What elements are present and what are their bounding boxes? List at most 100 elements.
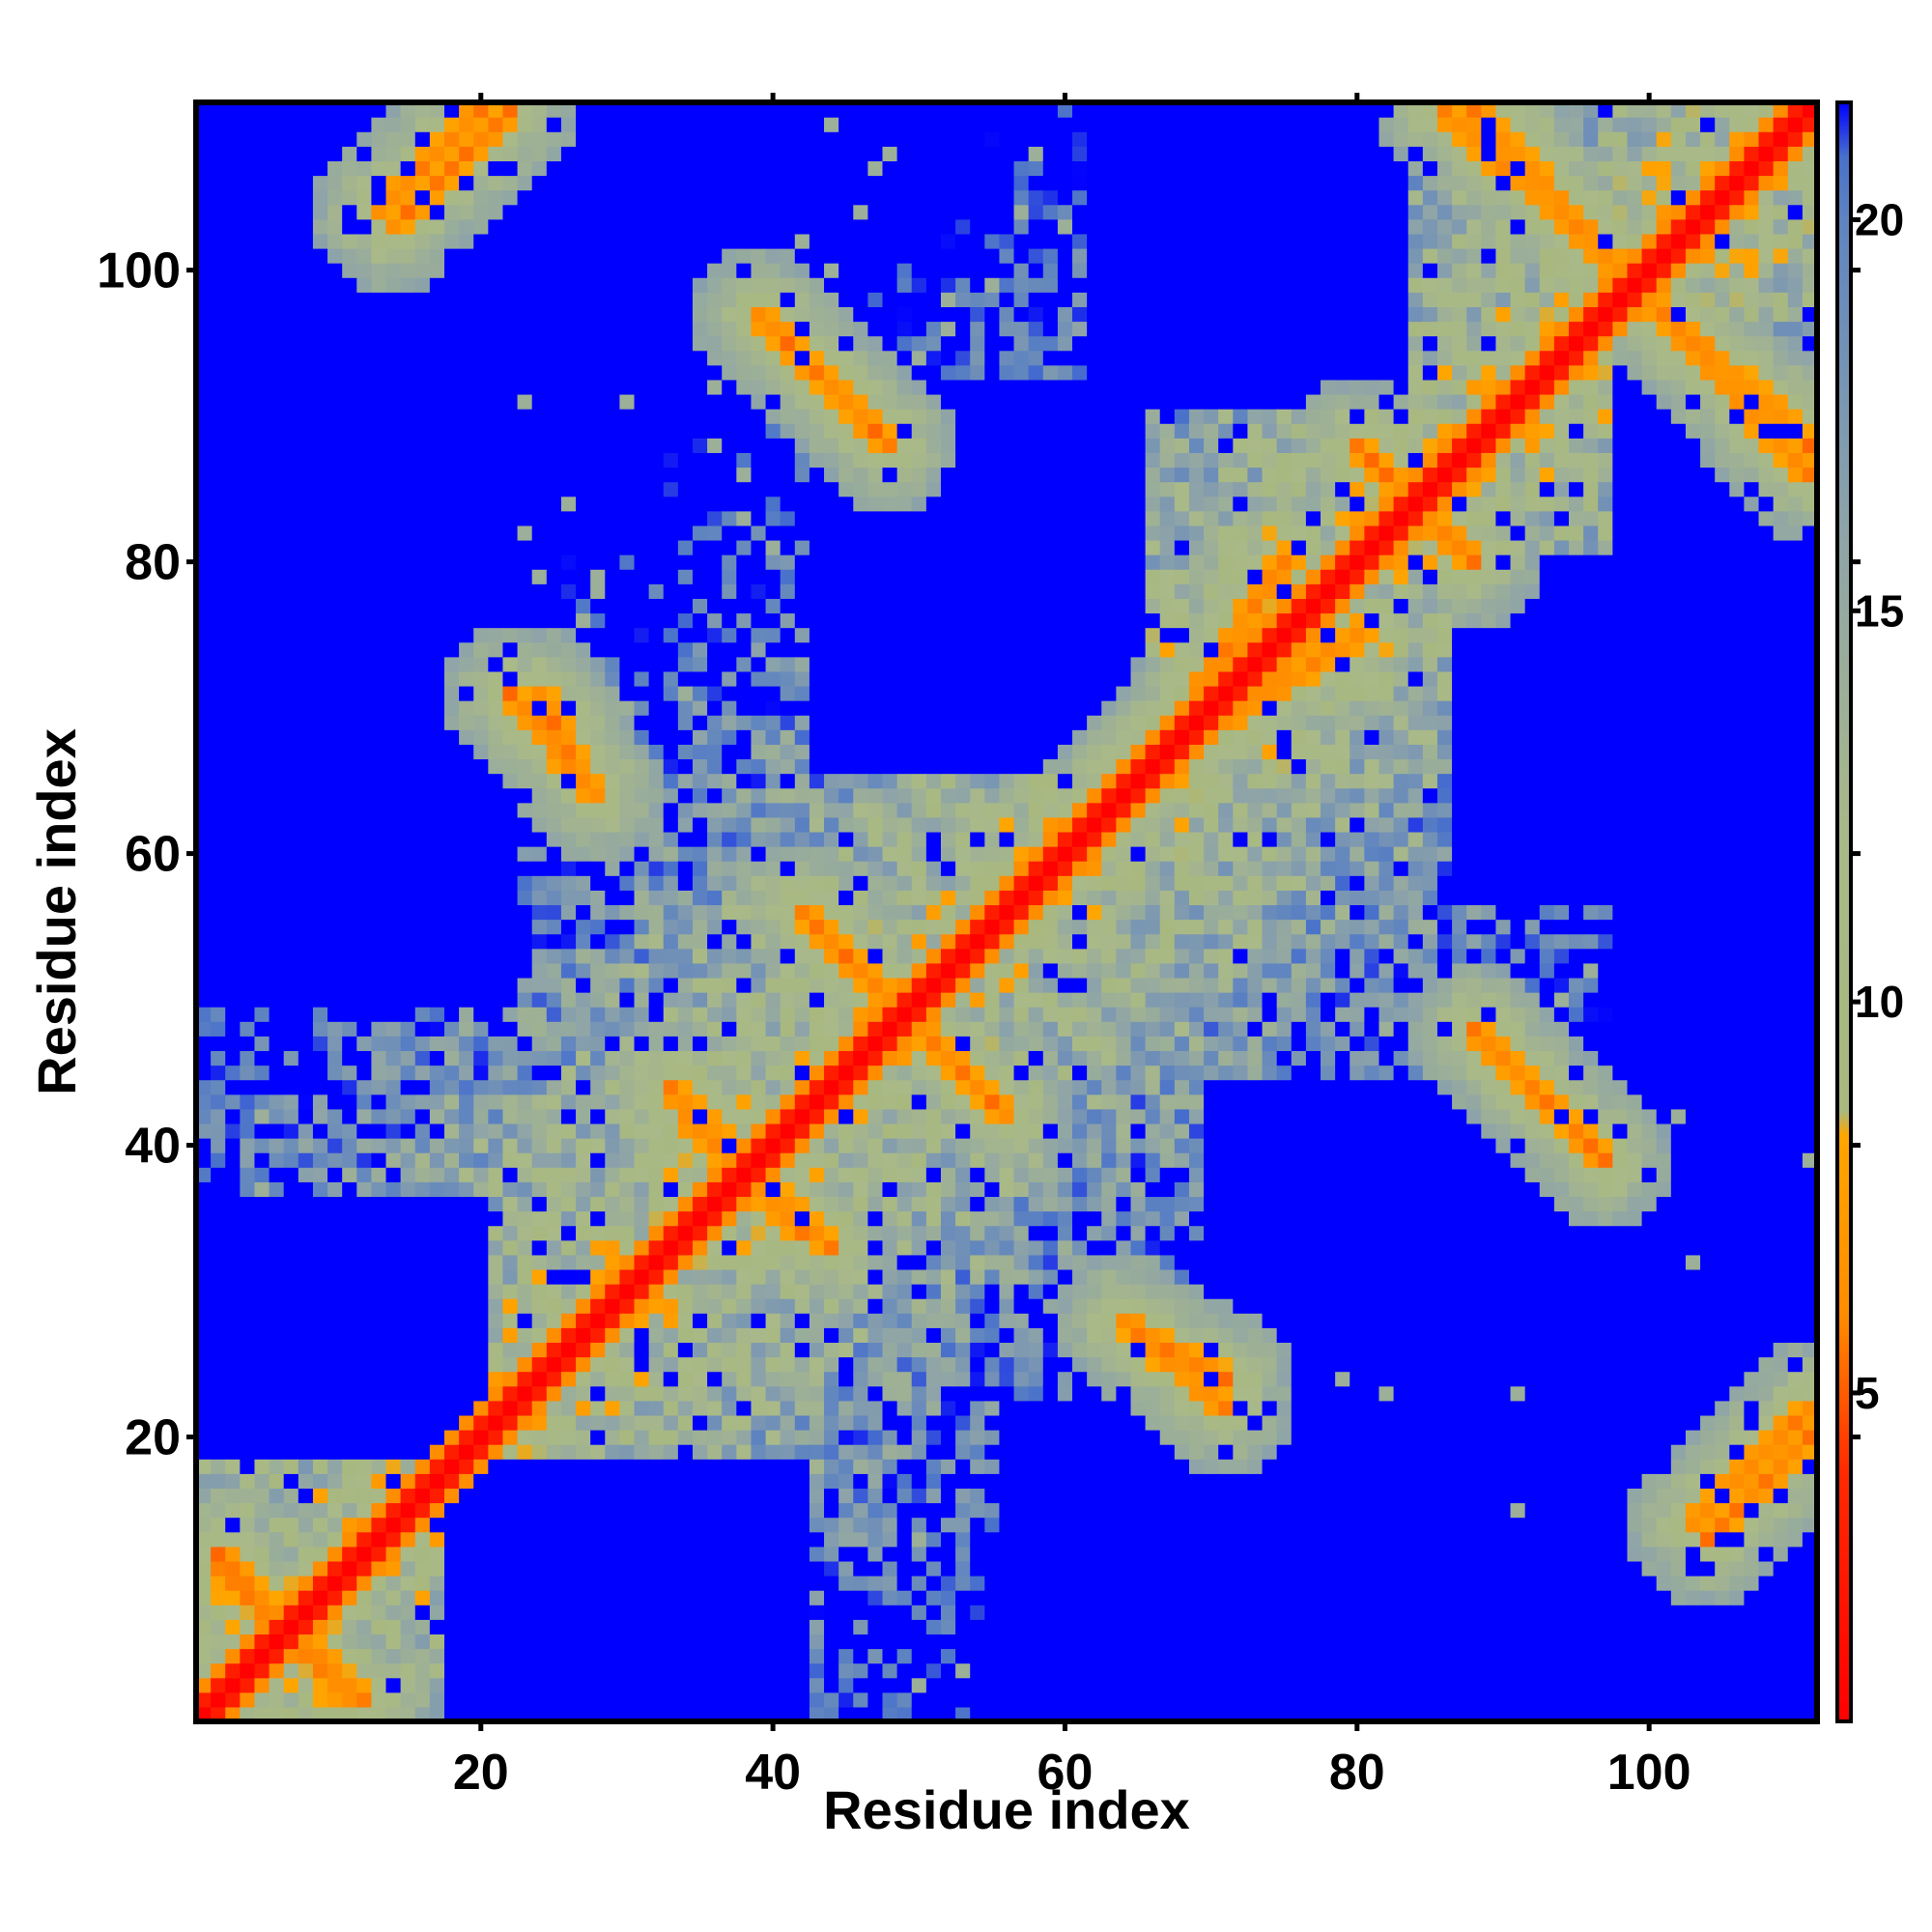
- heatmap-cell: [590, 1531, 606, 1548]
- heatmap-cell: [312, 1268, 328, 1285]
- heatmap-cell: [356, 831, 373, 847]
- heatmap-cell: [677, 1531, 694, 1548]
- heatmap-cell: [342, 1327, 357, 1344]
- heatmap-cell: [211, 1225, 226, 1241]
- heatmap-cell: [809, 861, 825, 876]
- heatmap-cell: [736, 1691, 753, 1708]
- heatmap-cell: [385, 598, 402, 614]
- heatmap-cell: [488, 189, 504, 206]
- heatmap-cell: [576, 1122, 591, 1139]
- heatmap-cell: [838, 904, 854, 921]
- heatmap-cell: [298, 1284, 314, 1299]
- heatmap-cell: [459, 1414, 474, 1431]
- heatmap-cell: [196, 525, 212, 541]
- heatmap-cell: [240, 1371, 256, 1387]
- heatmap-cell: [824, 890, 839, 906]
- heatmap-cell: [414, 656, 431, 672]
- heatmap-cell: [312, 1546, 328, 1562]
- heatmap-cell: [736, 1313, 753, 1328]
- heatmap-cell: [473, 1444, 489, 1460]
- heatmap-cell: [298, 160, 314, 177]
- heatmap-cell: [473, 306, 489, 323]
- heatmap-cell: [443, 831, 460, 847]
- heatmap-cell: [488, 598, 504, 614]
- heatmap-cell: [576, 481, 591, 497]
- heatmap-cell: [502, 569, 519, 584]
- heatmap-cell: [225, 1473, 241, 1490]
- heatmap-cell: [722, 1385, 737, 1402]
- heatmap-cell: [663, 510, 679, 526]
- heatmap-cell: [400, 1327, 416, 1344]
- heatmap-cell: [385, 744, 402, 760]
- heatmap-cell: [269, 700, 285, 716]
- heatmap-cell: [298, 423, 314, 439]
- heatmap-cell: [692, 1444, 708, 1460]
- heatmap-cell: [809, 233, 825, 249]
- heatmap-cell: [576, 992, 591, 1008]
- heatmap-cell: [809, 1459, 825, 1474]
- heatmap-cell: [254, 467, 270, 483]
- heatmap-cell: [254, 1400, 270, 1416]
- heatmap-cell: [327, 1065, 343, 1081]
- heatmap-cell: [576, 1284, 591, 1299]
- heatmap-cell: [824, 160, 839, 177]
- heatmap-cell: [414, 379, 431, 395]
- heatmap-cell: [312, 1196, 328, 1212]
- heatmap-cell: [400, 1007, 416, 1022]
- heatmap-cell: [809, 1196, 825, 1212]
- heatmap-cell: [707, 335, 723, 352]
- heatmap-cell: [473, 1590, 489, 1605]
- heatmap-cell: [414, 1152, 431, 1168]
- heatmap-cell: [531, 189, 548, 206]
- heatmap-cell: [838, 146, 854, 161]
- heatmap-cell: [780, 393, 796, 410]
- heatmap-cell: [824, 787, 839, 804]
- heatmap-cell: [196, 802, 212, 818]
- heatmap-cell: [663, 583, 679, 599]
- heatmap-cell: [517, 1196, 533, 1212]
- heatmap-cell: [809, 175, 825, 191]
- heatmap-cell: [619, 1356, 636, 1373]
- heatmap-cell: [780, 875, 796, 891]
- heatmap-cell: [225, 569, 241, 584]
- heatmap-cell: [327, 846, 343, 862]
- heatmap-cell: [356, 539, 373, 555]
- heatmap-cell: [765, 802, 781, 818]
- heatmap-cell: [677, 131, 694, 147]
- heatmap-cell: [765, 598, 781, 614]
- heatmap-cell: [502, 1108, 519, 1124]
- heatmap-cell: [473, 656, 489, 672]
- heatmap-cell: [211, 1210, 226, 1227]
- heatmap-cell: [356, 467, 373, 483]
- heatmap-cell: [298, 1531, 314, 1548]
- heatmap-cell: [765, 583, 781, 599]
- heatmap-cell: [824, 1254, 839, 1270]
- heatmap-cell: [488, 1444, 504, 1460]
- heatmap-cell: [707, 729, 723, 745]
- heatmap-cell: [342, 1284, 357, 1299]
- heatmap-cell: [371, 1050, 387, 1066]
- heatmap-cell: [751, 1691, 767, 1708]
- heatmap-cell: [780, 729, 796, 745]
- heatmap-cell: [560, 715, 577, 730]
- heatmap-cell: [736, 1488, 753, 1504]
- heatmap-cell: [414, 919, 431, 935]
- heatmap-cell: [443, 204, 460, 220]
- heatmap-cell: [794, 1706, 810, 1722]
- heatmap-cell: [765, 1196, 781, 1212]
- heatmap-cell: [663, 1560, 679, 1577]
- heatmap-cell: [196, 1576, 212, 1591]
- heatmap-cell: [342, 175, 357, 191]
- heatmap-cell: [546, 1502, 562, 1519]
- heatmap-cell: [838, 423, 854, 439]
- heatmap-cell: [517, 1576, 533, 1591]
- heatmap-cell: [356, 1108, 373, 1124]
- heatmap-cell: [488, 539, 504, 555]
- heatmap-cell: [211, 364, 226, 381]
- heatmap-cell: [327, 948, 343, 964]
- heatmap-cell: [794, 919, 810, 935]
- heatmap-cell: [371, 233, 387, 249]
- heatmap-cell: [722, 1298, 737, 1314]
- heatmap-cell: [429, 861, 445, 876]
- heatmap-cell: [648, 1181, 665, 1198]
